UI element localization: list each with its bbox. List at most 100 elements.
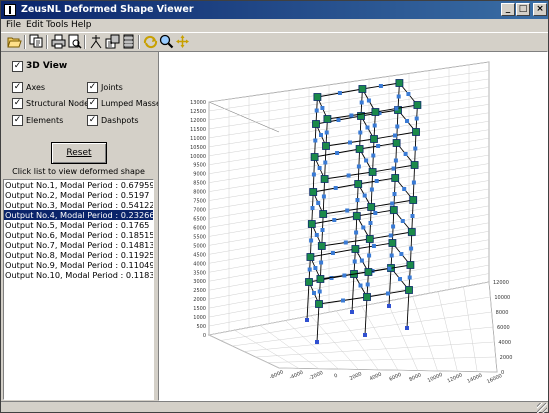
label-structural-nodes: Structural Nodes xyxy=(26,99,94,108)
menu-tools[interactable]: Tools xyxy=(46,20,69,30)
options-panel: ✓ 3D View ✓ Axes ✓ Joints ✓ Structural N… xyxy=(1,51,165,401)
output-list-item[interactable]: Output No.7, Modal Period : 0.14813 xyxy=(5,240,154,250)
rotate-icon[interactable] xyxy=(143,34,158,49)
grid-line xyxy=(208,281,490,336)
properties-icon[interactable] xyxy=(105,34,120,49)
joint-node xyxy=(315,300,323,308)
structural-node xyxy=(341,298,345,303)
maximize-button[interactable]: □ xyxy=(516,3,530,16)
joint-node xyxy=(392,139,401,147)
close-button[interactable]: × xyxy=(533,3,547,16)
checkbox-lumped-masses[interactable]: ✓ xyxy=(87,98,98,109)
print-preview-icon[interactable] xyxy=(67,34,82,49)
z-tick-label: 9000 xyxy=(193,172,206,178)
output-list-item[interactable]: Output No.8, Modal Period : 0.11925 xyxy=(5,250,154,260)
checkbox-3d-view[interactable]: ✓ xyxy=(12,61,23,72)
resize-grip[interactable] xyxy=(537,403,547,413)
checkbox-joints[interactable]: ✓ xyxy=(87,82,98,93)
menu-edit[interactable]: Edit xyxy=(26,20,44,30)
x-tick-label: 6000 xyxy=(388,372,402,383)
grid-line xyxy=(267,356,496,363)
plot-canvas: 0 500 1000 1500 2000 2500 3000 3500 4000 4500 5000… xyxy=(190,61,512,385)
joint-node xyxy=(309,188,318,196)
z-tick-label: 7000 xyxy=(193,208,206,214)
output-list-item[interactable]: Output No.2, Modal Period : 0.5197 xyxy=(5,190,150,200)
column-element xyxy=(316,303,320,343)
z-tick-label: 1000 xyxy=(193,315,206,321)
structural-node xyxy=(399,252,404,256)
structural-node xyxy=(307,267,312,272)
joint-node xyxy=(355,145,364,153)
structural-node xyxy=(310,206,315,210)
joint-node xyxy=(307,220,316,228)
joint-node xyxy=(371,108,380,116)
print-icon[interactable] xyxy=(51,34,66,49)
structural-node xyxy=(369,187,374,192)
model-icon[interactable] xyxy=(89,34,104,49)
output-list-item[interactable]: Output No.6, Modal Period : 0.18515 xyxy=(5,230,154,240)
open-icon[interactable] xyxy=(7,34,22,49)
z-tick-label: 4000 xyxy=(193,261,206,267)
structural-node xyxy=(367,253,372,258)
output-list-item[interactable]: Output No.10, Modal Period : 0.11832 xyxy=(5,270,154,280)
joint-node xyxy=(395,79,404,87)
reset-button[interactable]: Reset xyxy=(51,142,107,164)
output-list-item[interactable]: Output No.9, Modal Period : 0.11049 xyxy=(5,260,154,270)
deformed-shape-plot[interactable]: 0 500 1000 1500 2000 2500 3000 3500 4000 4500 5000… xyxy=(158,51,548,401)
structural-node xyxy=(413,146,418,151)
structural-node xyxy=(409,246,414,251)
z-tick-label: 10500 xyxy=(190,145,206,151)
output-list[interactable]: Output No.1, Modal Period : 0.67959 Outpu… xyxy=(3,179,154,400)
structural-node xyxy=(342,273,347,278)
list-hint: Click list to view deformed shape xyxy=(12,167,145,176)
z-tick-label: 10000 xyxy=(190,154,206,160)
z-tick-label: 2500 xyxy=(193,288,206,294)
x-tick-label: 2000 xyxy=(349,371,363,382)
structural-node xyxy=(362,193,367,198)
checkbox-elements[interactable]: ✓ xyxy=(12,115,23,126)
joint-node xyxy=(405,286,413,294)
z-tick-label: 6500 xyxy=(193,217,206,223)
checkbox-structural-nodes[interactable]: ✓ xyxy=(12,98,23,109)
menu-help[interactable]: Help xyxy=(71,20,92,30)
structural-node xyxy=(364,158,369,163)
structural-node xyxy=(335,151,340,155)
structural-node xyxy=(343,240,348,245)
structural-node xyxy=(394,106,399,111)
structural-node xyxy=(337,91,342,95)
output-list-item[interactable]: Output No.4, Modal Period : 0.23266 xyxy=(4,210,154,220)
z-tick-label: 11000 xyxy=(190,136,206,142)
structural-node xyxy=(359,258,364,263)
joint-node xyxy=(409,196,418,204)
structural-node xyxy=(312,291,316,295)
joint-node xyxy=(323,115,332,123)
pan-icon[interactable] xyxy=(175,34,190,49)
joint-node xyxy=(322,142,330,150)
output-list-item[interactable]: Output No.3, Modal Period : 0.54122 xyxy=(5,200,154,210)
status-bar xyxy=(1,401,548,413)
structural-node xyxy=(400,219,405,223)
checkbox-dashpots[interactable]: ✓ xyxy=(87,115,98,126)
structural-node xyxy=(405,119,409,123)
output-list-item[interactable]: Output No.5, Modal Period : 0.1765 xyxy=(5,220,150,230)
output-list-item[interactable]: Output No.1, Modal Period : 0.67959 xyxy=(5,180,154,190)
structural-node xyxy=(361,225,366,230)
joint-node xyxy=(391,174,400,182)
z-tick-label: 3500 xyxy=(193,270,206,276)
structural-node xyxy=(403,152,408,156)
title-bar[interactable]: ZeusNL Deformed Shape Viewer _ □ × xyxy=(1,1,548,19)
zoom-icon[interactable] xyxy=(159,34,174,49)
structural-node xyxy=(393,133,397,138)
checkbox-axes[interactable]: ✓ xyxy=(12,82,23,93)
structural-node xyxy=(377,111,382,115)
support-node xyxy=(363,333,367,337)
structural-node xyxy=(329,276,334,280)
minimize-button[interactable]: _ xyxy=(501,3,515,16)
toolbar-separator xyxy=(84,35,86,49)
joint-node xyxy=(352,212,361,220)
export-icon[interactable] xyxy=(121,34,136,49)
copy-icon[interactable] xyxy=(29,34,44,49)
joint-node xyxy=(312,120,320,128)
structural-node xyxy=(324,130,329,135)
menu-file[interactable]: File xyxy=(6,20,22,30)
